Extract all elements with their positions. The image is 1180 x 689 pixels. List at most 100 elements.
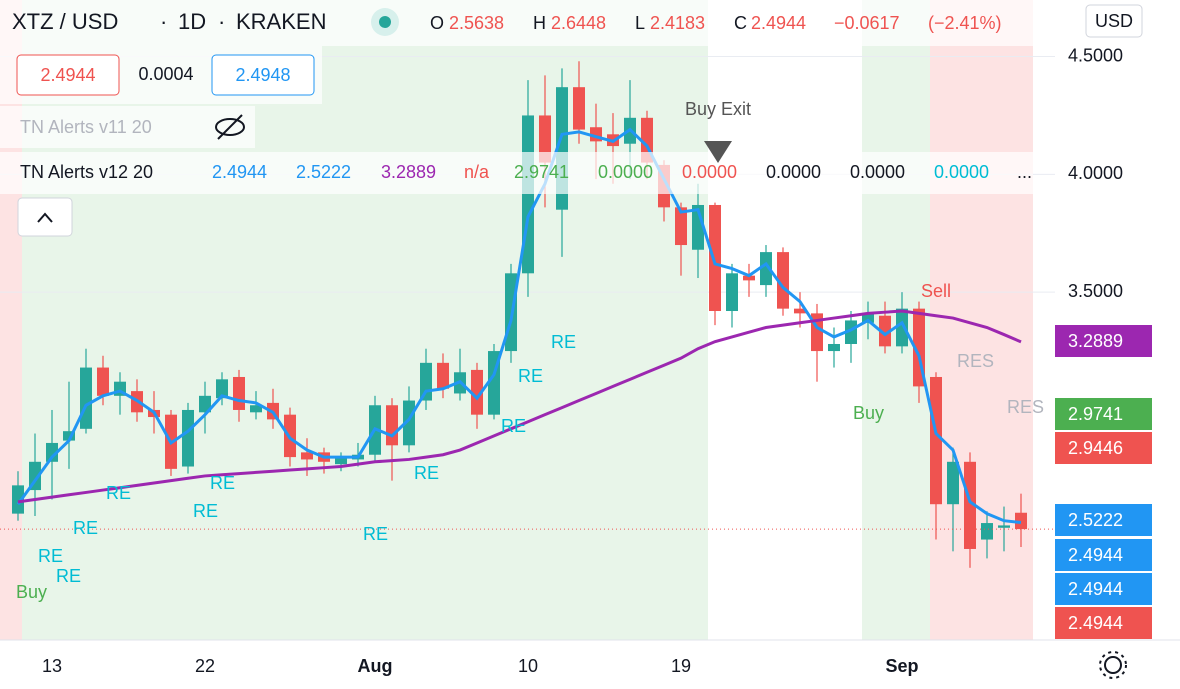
candle-body <box>182 409 194 467</box>
re-label: RE <box>193 501 218 521</box>
candle-body <box>777 252 789 309</box>
candle-body <box>845 320 857 344</box>
candle-body <box>437 362 449 389</box>
spread: 0.0004 <box>138 64 193 84</box>
candle-body <box>760 252 772 286</box>
badge-text: 3.2889 <box>1068 331 1123 351</box>
candle-body <box>233 376 245 410</box>
candle-body <box>97 367 109 396</box>
candle-body <box>386 405 398 446</box>
res-label: RES <box>1007 397 1044 417</box>
o-label: O <box>430 13 444 33</box>
candle-body <box>471 369 483 415</box>
candle-body <box>80 367 92 429</box>
candle-body <box>539 115 551 163</box>
v12-value: 0.0000 <box>850 162 905 182</box>
collapse-button[interactable] <box>17 197 73 237</box>
candle-body <box>46 442 58 462</box>
candle-body <box>862 313 874 323</box>
open: 2.5638 <box>449 13 504 33</box>
re-label: RE <box>551 332 576 352</box>
res-label: RES <box>957 351 994 371</box>
v12-value: 0.0000 <box>766 162 821 182</box>
ind-bg <box>0 152 1033 194</box>
sep: · <box>218 9 225 34</box>
candle-body <box>981 523 993 540</box>
candle-body <box>420 362 432 401</box>
v12-value: n/a <box>464 162 490 182</box>
l-label: L <box>635 13 645 33</box>
candle-body <box>675 207 687 246</box>
change-pct: (−2.41%) <box>928 13 1002 33</box>
y-tick-label: 4.0000 <box>1068 163 1123 183</box>
indicator-v12: TN Alerts v12 20 <box>20 162 153 182</box>
x-tick-label: Sep <box>885 656 918 676</box>
header-bg <box>0 0 1033 46</box>
buy-button[interactable] <box>211 54 315 96</box>
currency-button[interactable] <box>1085 4 1143 38</box>
indicator-line <box>16 127 1022 525</box>
x-tick-label: 22 <box>195 656 215 676</box>
chevron <box>37 212 53 223</box>
candle-body <box>216 379 228 399</box>
high: 2.6448 <box>551 13 606 33</box>
re-label: RE <box>501 416 526 436</box>
candle-body <box>335 457 347 465</box>
y-tick-label: 4.5000 <box>1068 45 1123 65</box>
sell-label: Sell <box>921 281 951 301</box>
candle-body <box>964 461 976 549</box>
v12-value: 0.0000 <box>682 162 737 182</box>
badge-text: 2.9741 <box>1068 404 1123 424</box>
indicator-line <box>17 309 1022 504</box>
exchange: KRAKEN <box>236 9 326 34</box>
candle-body <box>947 461 959 505</box>
candle-body <box>896 308 908 347</box>
badge-text: 2.4944 <box>1068 545 1123 565</box>
badge <box>1055 573 1152 605</box>
badge <box>1055 539 1152 571</box>
v12-value: 2.4944 <box>212 162 267 182</box>
y-tick-label: 3.5000 <box>1068 281 1123 301</box>
sell-zone <box>930 0 1033 640</box>
badge <box>1055 504 1152 536</box>
currency: USD <box>1095 11 1133 31</box>
v12-value: 2.9741 <box>514 162 569 182</box>
candle-body <box>199 395 211 413</box>
candle-body <box>12 485 24 514</box>
re-label: RE <box>106 483 131 503</box>
v12-more: ... <box>1017 162 1032 182</box>
v12-value: 0.0000 <box>598 162 653 182</box>
interval: 1D <box>178 9 206 34</box>
sell-button[interactable] <box>16 54 120 96</box>
candle-body <box>1015 512 1027 530</box>
candle-body <box>930 376 942 505</box>
re-label: RE <box>210 473 235 493</box>
exit-marker <box>704 141 732 163</box>
badge-text: 2.9446 <box>1068 438 1123 458</box>
re-label: RE <box>56 566 81 586</box>
candle-body <box>726 273 738 312</box>
indicator-v11: TN Alerts v11 20 <box>20 117 152 137</box>
buy-price: 2.4948 <box>235 65 290 85</box>
x-tick-label: Aug <box>358 656 393 676</box>
c-label: C <box>734 13 747 33</box>
buy-label: Buy <box>853 403 884 423</box>
v12-value: 3.2889 <box>381 162 436 182</box>
badge <box>1055 432 1152 464</box>
hide-icon[interactable] <box>215 114 245 140</box>
badge <box>1055 325 1152 357</box>
buy-label: Buy <box>16 582 47 602</box>
candle-body <box>709 204 721 312</box>
x-tick-label: 13 <box>42 656 62 676</box>
overlay: XTZ / USD · 1D · KRAKEN O 2.5638 H 2.644… <box>0 0 1045 602</box>
settings-icon[interactable] <box>1099 651 1127 679</box>
badge <box>1055 607 1152 639</box>
candle-body <box>63 431 75 441</box>
buy-exit: Buy Exit <box>685 99 751 119</box>
badge <box>1055 398 1152 430</box>
status-dot <box>379 16 391 28</box>
sell-price: 2.4944 <box>40 65 95 85</box>
close: 2.4944 <box>751 13 806 33</box>
candle-body <box>301 452 313 460</box>
